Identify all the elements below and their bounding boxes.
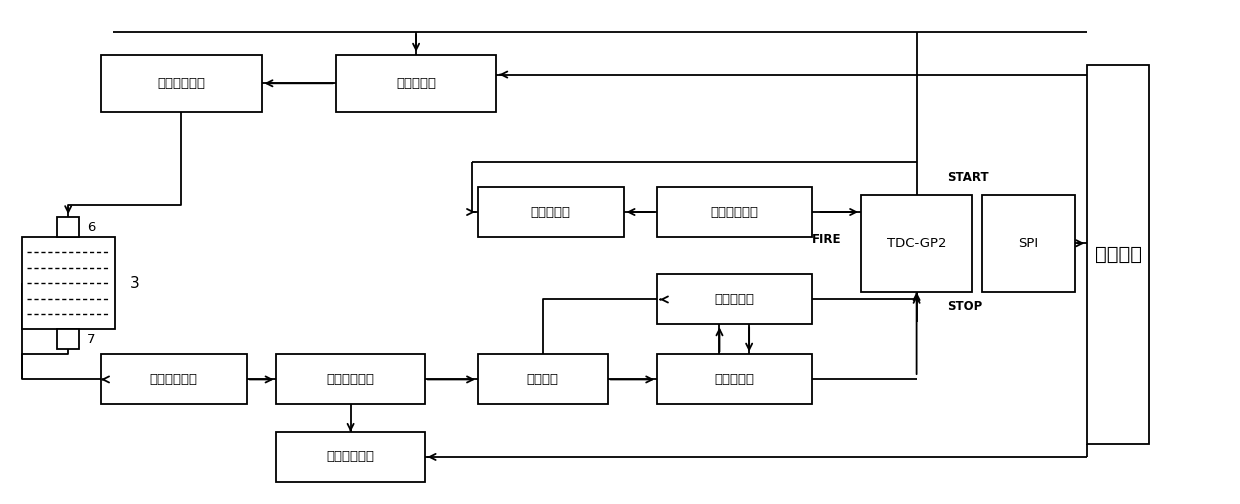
Bar: [657, 275, 811, 325]
Bar: [57, 217, 79, 237]
Bar: [100, 54, 262, 112]
Text: START: START: [947, 170, 990, 183]
Text: STOP: STOP: [947, 300, 983, 313]
Bar: [982, 195, 1075, 292]
Bar: [22, 237, 114, 330]
Bar: [100, 354, 247, 404]
Text: 控制门电路: 控制门电路: [396, 77, 436, 90]
Bar: [336, 54, 496, 112]
Text: 第二计数器: 第二计数器: [714, 373, 754, 386]
Text: 过零比较电路: 过零比较电路: [326, 373, 374, 386]
Bar: [57, 330, 79, 349]
Text: 7: 7: [87, 333, 95, 346]
Bar: [477, 354, 608, 404]
Text: 第三计数器: 第三计数器: [714, 293, 754, 306]
Bar: [477, 187, 624, 237]
Bar: [657, 354, 811, 404]
Text: SPI: SPI: [1018, 237, 1039, 250]
Bar: [277, 354, 425, 404]
Text: 第一计数器: 第一计数器: [531, 206, 570, 219]
Bar: [1087, 65, 1149, 445]
Text: 6: 6: [87, 221, 95, 233]
Bar: [657, 187, 811, 237]
Text: TDC-GP2: TDC-GP2: [887, 237, 946, 250]
Text: 波形整形电路: 波形整形电路: [711, 206, 759, 219]
Text: 幅度采集电路: 幅度采集电路: [326, 451, 374, 464]
Bar: [277, 432, 425, 482]
Text: FIRE: FIRE: [812, 233, 841, 246]
Text: 驱动放大电路: 驱动放大电路: [157, 77, 206, 90]
Bar: [861, 195, 972, 292]
Text: 与门电路: 与门电路: [527, 373, 559, 386]
Text: 3: 3: [129, 276, 139, 291]
Text: 滤波放大电路: 滤波放大电路: [150, 373, 198, 386]
Text: 微处理器: 微处理器: [1095, 245, 1142, 264]
